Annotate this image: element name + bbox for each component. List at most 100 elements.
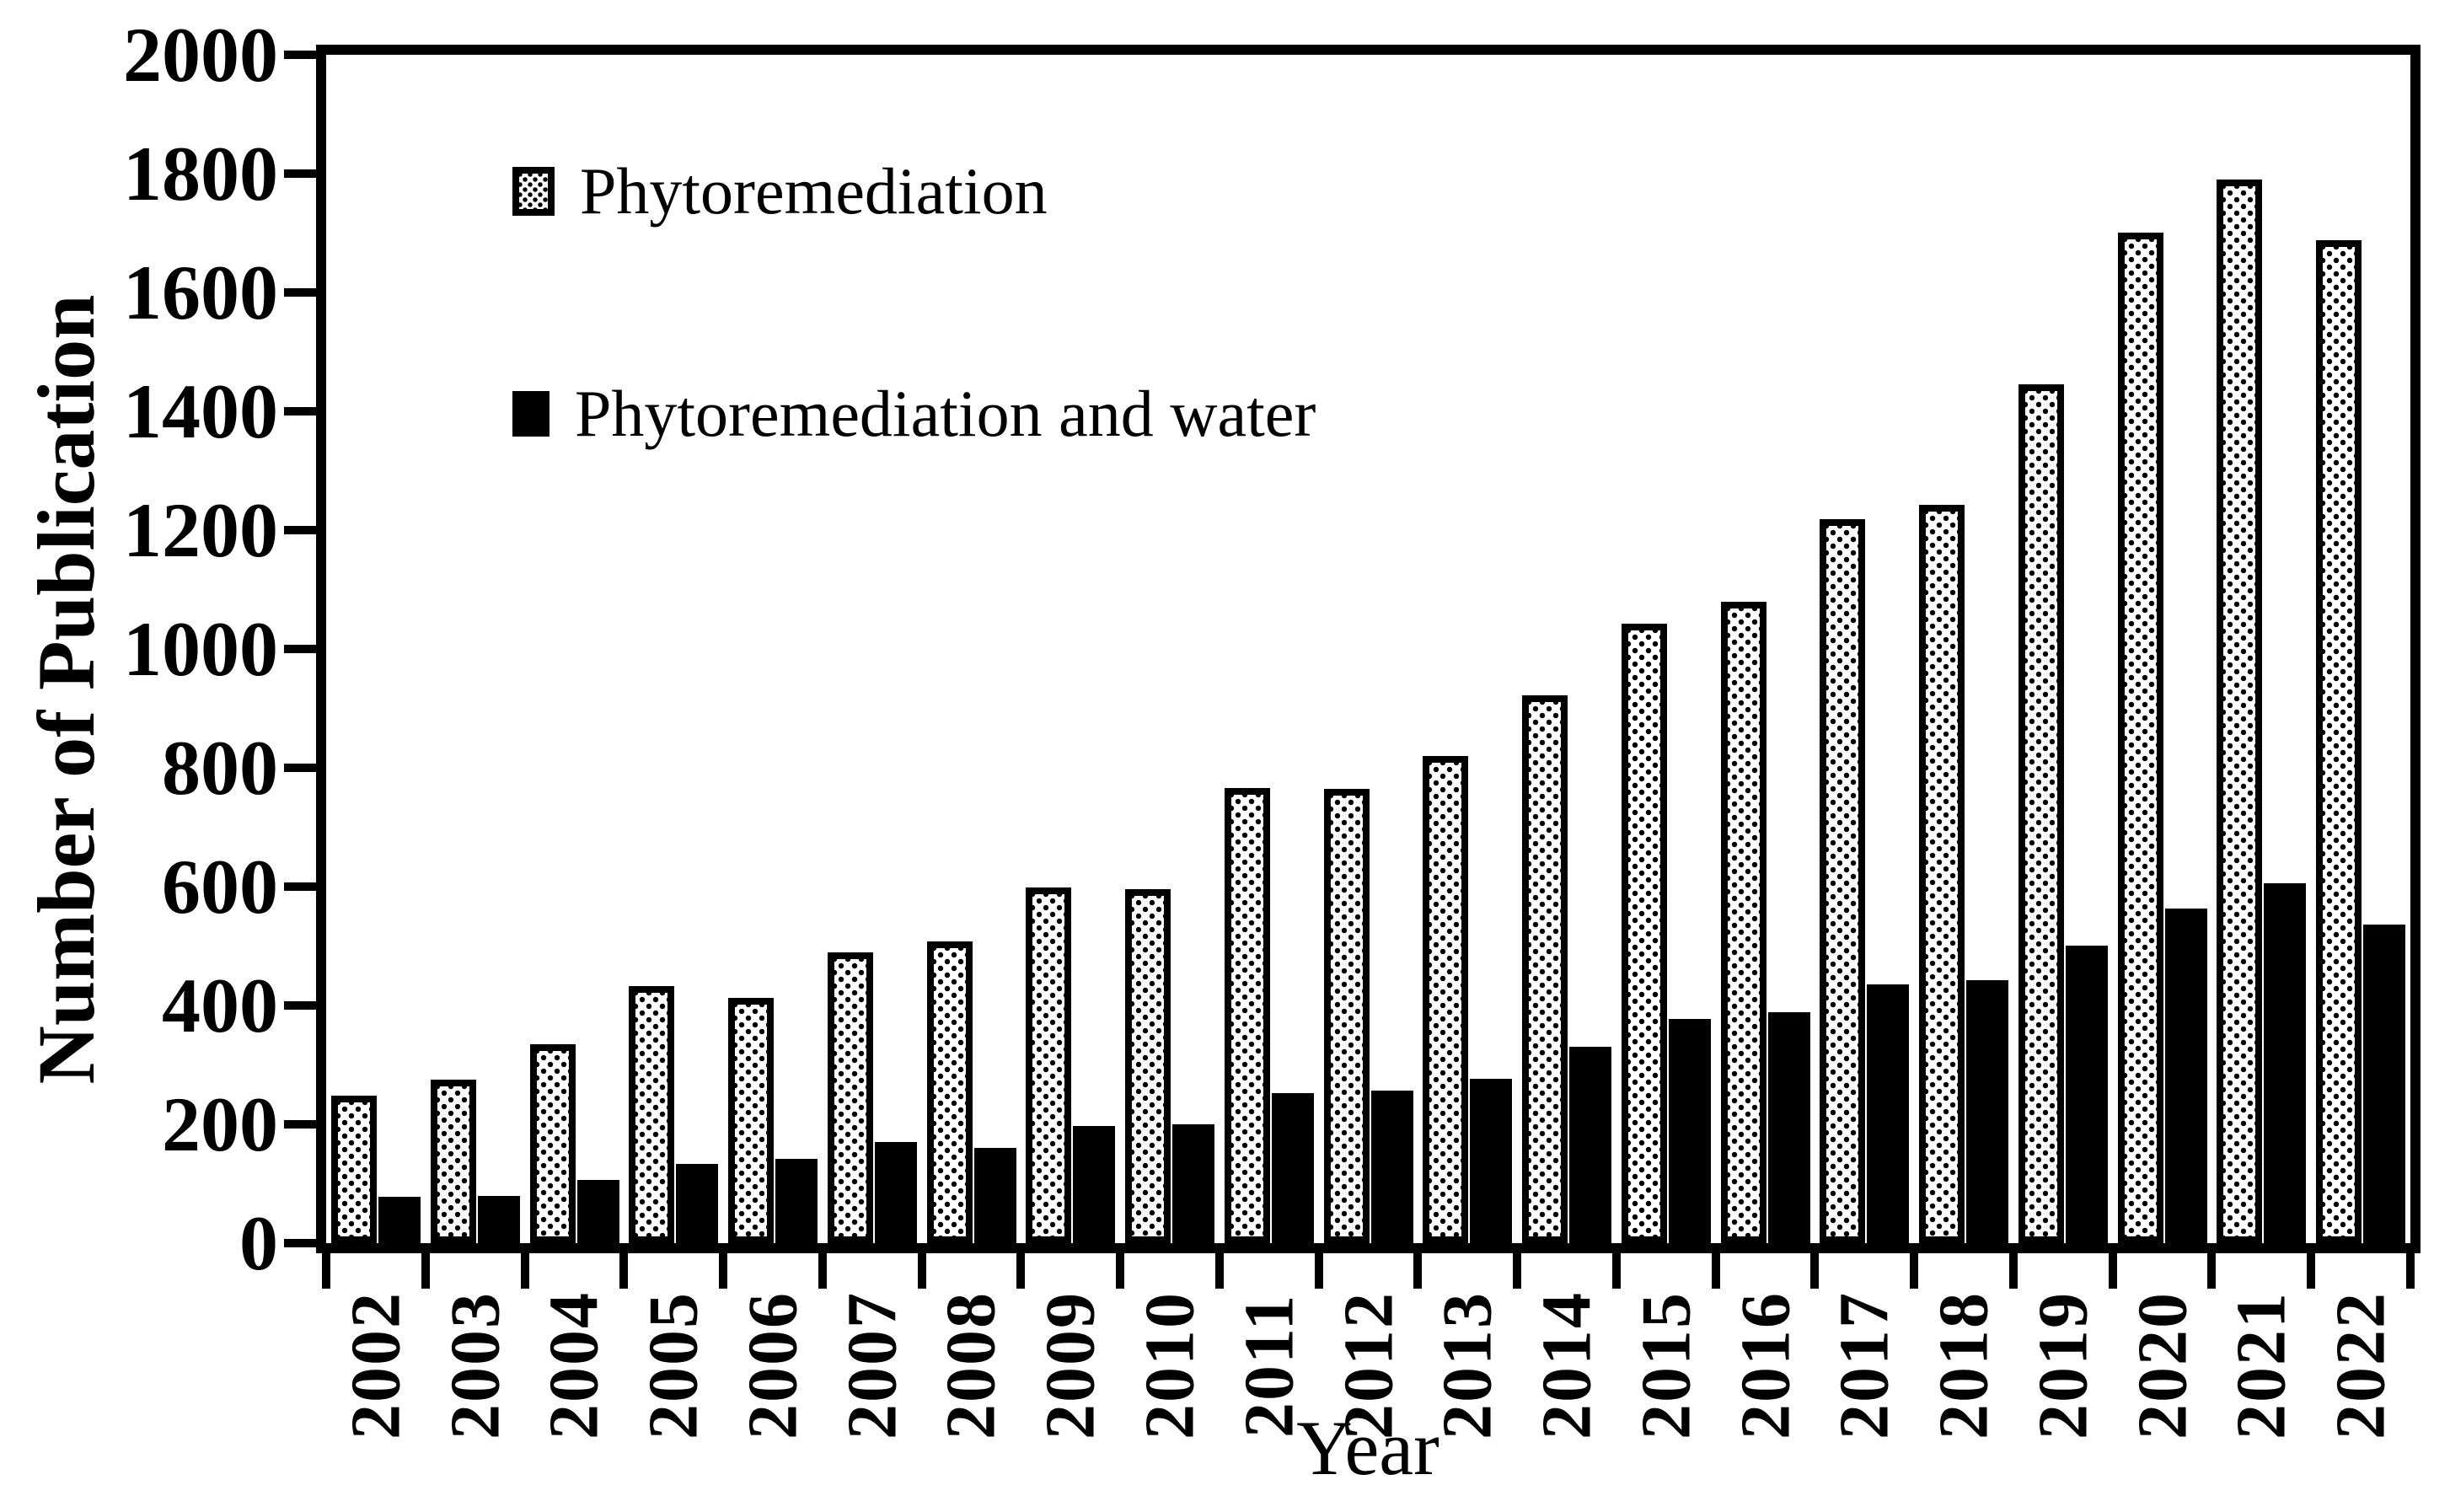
bar-phytoremediation-2011 bbox=[1225, 788, 1270, 1243]
y-tick-0 bbox=[284, 1239, 326, 1247]
bar-phytoremediation-and-water-2018 bbox=[1966, 980, 2008, 1243]
bar-phytoremediation-and-water-2014 bbox=[1569, 1047, 1611, 1243]
x-tick-5 bbox=[818, 1253, 827, 1289]
y-tick-600 bbox=[284, 882, 326, 891]
x-tick-7 bbox=[1016, 1253, 1026, 1289]
y-axis-title: Number of Publication bbox=[21, 294, 111, 1085]
bar-phytoremediation-2021 bbox=[2217, 180, 2262, 1243]
bar-phytoremediation-2019 bbox=[2018, 384, 2064, 1243]
y-tick-2000 bbox=[284, 51, 326, 59]
y-tick-label-1000: 1000 bbox=[123, 606, 278, 692]
bar-phytoremediation-and-water-2017 bbox=[1867, 984, 1909, 1243]
y-tick-label-2000: 2000 bbox=[123, 12, 278, 98]
bar-phytoremediation-and-water-2012 bbox=[1371, 1091, 1413, 1243]
bar-phytoremediation-and-water-2011 bbox=[1272, 1093, 1314, 1243]
y-tick-1400 bbox=[284, 407, 326, 416]
bar-phytoremediation-2013 bbox=[1423, 756, 1468, 1243]
bar-phytoremediation-and-water-2005 bbox=[676, 1164, 718, 1243]
bar-phytoremediation-2022 bbox=[2316, 240, 2362, 1243]
bar-phytoremediation-and-water-2004 bbox=[577, 1180, 619, 1243]
bar-phytoremediation-and-water-2015 bbox=[1669, 1019, 1711, 1243]
x-tick-18 bbox=[2108, 1253, 2117, 1289]
solid-black-swatch-icon bbox=[512, 391, 550, 437]
bar-phytoremediation-2008 bbox=[927, 941, 973, 1243]
bar-phytoremediation-2016 bbox=[1721, 602, 1766, 1243]
bar-phytoremediation-2007 bbox=[828, 952, 873, 1243]
legend-label: Phytoremediation and water bbox=[575, 377, 1316, 450]
y-tick-label-1800: 1800 bbox=[123, 131, 278, 217]
y-tick-400 bbox=[284, 1001, 326, 1010]
y-tick-1200 bbox=[284, 526, 326, 534]
bar-phytoremediation-and-water-2009 bbox=[1073, 1126, 1115, 1243]
x-tick-1 bbox=[421, 1253, 430, 1289]
x-tick-label-2019: 2019 bbox=[2024, 1291, 2103, 1440]
x-tick-15 bbox=[1810, 1253, 1820, 1289]
bar-phytoremediation-and-water-2020 bbox=[2165, 909, 2207, 1243]
legend-entry-phytoremediation: Phytoremediation bbox=[512, 153, 1048, 229]
x-tick-19 bbox=[2207, 1253, 2217, 1289]
x-tick-label-2007: 2007 bbox=[833, 1291, 912, 1440]
x-tick-label-2002: 2002 bbox=[336, 1291, 415, 1440]
x-tick-6 bbox=[917, 1253, 926, 1289]
bar-phytoremediation-2018 bbox=[1919, 505, 1965, 1243]
x-tick-label-2021: 2021 bbox=[2222, 1291, 2301, 1440]
bar-phytoremediation-2002 bbox=[331, 1096, 377, 1243]
bar-phytoremediation-and-water-2002 bbox=[378, 1197, 421, 1243]
x-tick-10 bbox=[1314, 1253, 1323, 1289]
bar-phytoremediation-and-water-2010 bbox=[1172, 1124, 1214, 1243]
bar-phytoremediation-2006 bbox=[728, 998, 774, 1243]
y-tick-label-0: 0 bbox=[239, 1200, 278, 1286]
x-tick-13 bbox=[1611, 1253, 1621, 1289]
legend-label: Phytoremediation bbox=[580, 154, 1048, 228]
bar-phytoremediation-2020 bbox=[2118, 233, 2163, 1243]
bar-phytoremediation-and-water-2006 bbox=[775, 1159, 818, 1243]
bar-phytoremediation-and-water-2013 bbox=[1470, 1079, 1512, 1243]
x-tick-9 bbox=[1214, 1253, 1224, 1289]
x-tick-4 bbox=[719, 1253, 728, 1289]
y-tick-label-800: 800 bbox=[162, 725, 278, 811]
x-tick-label-2018: 2018 bbox=[1924, 1291, 2003, 1440]
legend-entry-phytoremediation-and-water: Phytoremediation and water bbox=[512, 376, 1316, 452]
bar-phytoremediation-2012 bbox=[1324, 789, 1370, 1243]
y-tick-label-1200: 1200 bbox=[123, 487, 278, 573]
bar-phytoremediation-2014 bbox=[1522, 695, 1568, 1243]
x-tick-8 bbox=[1116, 1253, 1125, 1289]
x-tick-3 bbox=[619, 1253, 629, 1289]
bar-phytoremediation-and-water-2003 bbox=[478, 1196, 520, 1243]
y-tick-label-400: 400 bbox=[162, 962, 278, 1048]
bar-phytoremediation-and-water-2008 bbox=[974, 1148, 1016, 1243]
x-tick-label-2020: 2020 bbox=[2123, 1291, 2202, 1440]
x-tick-0 bbox=[322, 1253, 330, 1289]
x-tick-label-2006: 2006 bbox=[733, 1291, 812, 1440]
y-tick-1800 bbox=[284, 169, 326, 178]
bar-phytoremediation-and-water-2019 bbox=[2066, 946, 2108, 1243]
x-axis-title: Year bbox=[1296, 1405, 1439, 1491]
x-tick-12 bbox=[1513, 1253, 1522, 1289]
y-tick-800 bbox=[284, 764, 326, 772]
y-tick-200 bbox=[284, 1120, 326, 1129]
y-tick-1000 bbox=[284, 645, 326, 653]
bar-phytoremediation-2003 bbox=[431, 1080, 476, 1243]
y-tick-1600 bbox=[284, 288, 326, 297]
x-tick-label-2022: 2022 bbox=[2321, 1291, 2400, 1440]
x-tick-17 bbox=[2008, 1253, 2018, 1289]
bar-phytoremediation-and-water-2022 bbox=[2363, 925, 2405, 1243]
x-tick-16 bbox=[1910, 1253, 1919, 1289]
bar-phytoremediation-and-water-2007 bbox=[875, 1142, 917, 1243]
x-tick-2 bbox=[520, 1253, 529, 1289]
x-tick-14 bbox=[1711, 1253, 1720, 1289]
x-tick-label-2005: 2005 bbox=[634, 1291, 713, 1440]
x-tick-20 bbox=[2307, 1253, 2316, 1289]
bar-phytoremediation-2017 bbox=[1820, 519, 1865, 1243]
y-tick-label-1400: 1400 bbox=[123, 368, 278, 454]
y-tick-label-600: 600 bbox=[162, 844, 278, 930]
y-tick-label-200: 200 bbox=[162, 1081, 278, 1167]
bar-phytoremediation-2015 bbox=[1622, 624, 1667, 1243]
x-tick-21 bbox=[2406, 1253, 2415, 1289]
bar-phytoremediation-and-water-2021 bbox=[2264, 883, 2306, 1243]
x-tick-label-2017: 2017 bbox=[1825, 1291, 1904, 1440]
dotted-pattern-swatch-icon bbox=[512, 167, 555, 216]
x-tick-label-2004: 2004 bbox=[534, 1291, 614, 1440]
bar-phytoremediation-2009 bbox=[1026, 887, 1071, 1243]
